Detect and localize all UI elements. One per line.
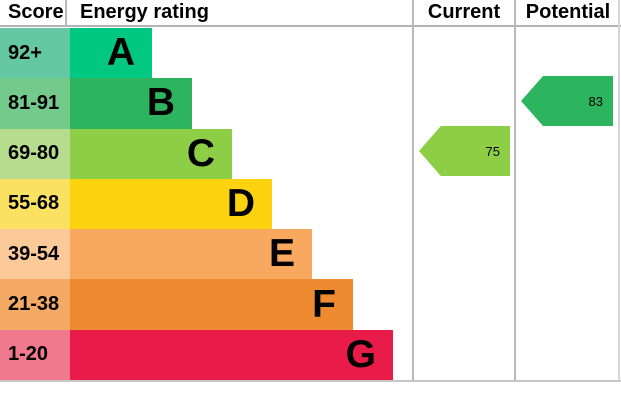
header-energy-rating: Energy rating: [80, 1, 209, 23]
right-border-line: [618, 0, 620, 382]
band-letter-d: D: [226, 181, 255, 225]
band-bar-d: D: [70, 178, 272, 230]
band-bar-a: A: [70, 28, 152, 79]
score-range-e: 39-54: [0, 229, 70, 280]
band-row-g: 1-20 G: [0, 329, 413, 380]
score-range-c: 69-80: [0, 128, 70, 179]
band-row-b: 81-91 B: [0, 78, 413, 129]
score-range-a: 92+: [0, 28, 70, 79]
current-rating-value: 75: [485, 143, 500, 159]
header-score: Score: [8, 1, 64, 23]
current-column-divider: [412, 0, 414, 382]
band-row-a: 92+ A: [0, 28, 413, 79]
current-rating-arrow: 75: [419, 126, 510, 176]
score-range-b: 81-91: [0, 78, 70, 129]
band-bar-f: F: [70, 279, 353, 330]
bottom-border-line: [0, 380, 621, 382]
band-letter-e: E: [268, 232, 295, 276]
band-letter-b: B: [146, 81, 175, 125]
band-bar-b: B: [70, 78, 192, 129]
score-range-d: 55-68: [0, 178, 70, 230]
band-row-f: 21-38 F: [0, 279, 413, 330]
band-bar-e: E: [70, 229, 312, 280]
score-range-f: 21-38: [0, 279, 70, 330]
energy-rating-bands: 92+ A 81-91 B 69-80 C 55-68 D 39-54: [0, 28, 413, 380]
band-letter-a: A: [106, 31, 135, 75]
score-column-divider: [65, 0, 67, 25]
band-row-e: 39-54 E: [0, 229, 413, 280]
band-bar-g: G: [70, 329, 393, 380]
chart-header-row: Score Energy rating Current Potential: [0, 0, 621, 26]
potential-rating-arrow: 83: [521, 76, 613, 126]
header-current: Current: [427, 1, 501, 23]
band-row-c: 69-80 C: [0, 128, 413, 179]
potential-column-divider: [514, 0, 516, 382]
band-letter-c: C: [186, 131, 215, 175]
score-range-g: 1-20: [0, 329, 70, 380]
band-letter-f: F: [312, 282, 336, 326]
potential-rating-value: 83: [588, 93, 603, 109]
band-bar-c: C: [70, 128, 232, 179]
header-potential: Potential: [525, 1, 611, 23]
band-row-d: 55-68 D: [0, 178, 413, 230]
band-letter-g: G: [345, 332, 376, 376]
header-divider-line: [0, 25, 621, 27]
